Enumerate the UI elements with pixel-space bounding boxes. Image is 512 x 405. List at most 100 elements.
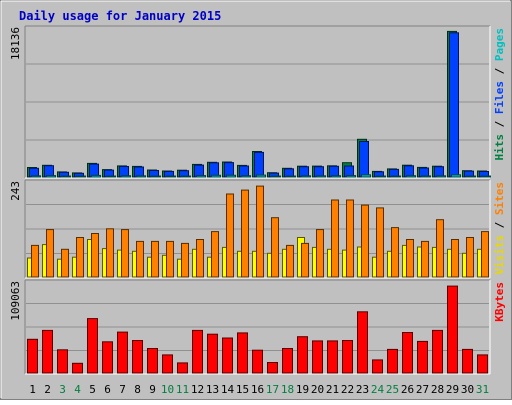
bar-pages-day-6	[106, 175, 116, 178]
bar-sites-day-2	[46, 229, 54, 278]
panel-visits: 243 Visits / Sites	[9, 179, 506, 279]
x-tick-label-day-3: 3	[59, 383, 66, 396]
bar-kbytes-day-4	[72, 362, 83, 374]
bar-sites-day-19	[301, 242, 309, 278]
x-tick-label-day-26: 26	[401, 383, 414, 396]
bar-sites-day-26	[406, 239, 414, 278]
bar-pages-day-9	[151, 175, 161, 178]
axis-label-part: Visits	[493, 235, 506, 275]
bar-sites-day-27	[421, 240, 429, 278]
bar-kbytes-day-10	[162, 354, 173, 374]
y-max-label-hits: 18136	[9, 27, 22, 60]
bar-pages-day-7	[121, 175, 131, 178]
bar-kbytes-day-17	[267, 362, 278, 374]
bar-kbytes-day-16	[252, 349, 263, 374]
bar-kbytes-day-21	[327, 340, 338, 374]
x-tick-label-day-10: 10	[161, 383, 174, 396]
x-tick-label-day-15: 15	[236, 383, 249, 396]
axis-label-part: Sites	[493, 182, 506, 215]
bar-sites-day-1	[31, 244, 39, 278]
axis-label-separator: /	[493, 114, 506, 134]
y-max-label-visits: 243	[9, 181, 22, 201]
bar-pages-day-16	[256, 174, 266, 178]
bar-pages-day-27	[421, 175, 431, 178]
panel-kbytes: 109063 KBytes	[9, 279, 506, 375]
bar-sites-day-24	[376, 207, 384, 278]
bar-pages-day-30	[466, 175, 476, 178]
bar-pages-day-28	[436, 175, 446, 178]
bar-sites-day-22	[346, 199, 354, 278]
x-tick-label-day-13: 13	[206, 383, 219, 396]
bar-files-day-29	[449, 32, 459, 178]
bar-pages-day-11	[181, 175, 191, 178]
bar-sites-day-8	[136, 240, 144, 278]
chart-panels: 18136 Hits / Files / Pages 243 Visits / Sit…	[9, 25, 506, 375]
x-tick-label-day-30: 30	[461, 383, 474, 396]
bar-sites-day-11	[181, 242, 189, 278]
bar-pages-day-1	[31, 175, 41, 178]
x-tick-label-day-9: 9	[149, 383, 156, 396]
bar-kbytes-day-14	[222, 337, 233, 374]
x-tick-label-day-19: 19	[296, 383, 309, 396]
bar-sites-day-12	[196, 239, 204, 278]
bar-pages-day-19	[301, 175, 311, 178]
bar-pages-day-20	[316, 175, 326, 178]
x-tick-label-day-18: 18	[281, 383, 294, 396]
bar-sites-day-15	[241, 189, 249, 278]
bar-sites-day-30	[466, 237, 474, 278]
bar-kbytes-day-18	[282, 348, 293, 374]
bar-kbytes-day-19	[297, 336, 308, 374]
panel-hits: 18136 Hits / Files / Pages	[9, 25, 506, 179]
bar-pages-day-13	[211, 174, 221, 178]
axis-label-separator: /	[493, 215, 506, 235]
x-tick-label-day-22: 22	[341, 383, 354, 396]
bar-sites-day-31	[481, 231, 489, 278]
x-tick-label-day-27: 27	[416, 383, 429, 396]
bar-sites-day-7	[121, 229, 129, 278]
x-tick-label-day-25: 25	[386, 383, 399, 396]
bar-kbytes-day-29	[447, 285, 458, 374]
bar-kbytes-day-15	[237, 332, 248, 374]
y-axis-label-visits: Visits / Sites	[493, 182, 506, 275]
x-tick-label-day-21: 21	[326, 383, 339, 396]
bar-kbytes-day-26	[402, 332, 413, 374]
bar-kbytes-day-20	[312, 340, 323, 374]
x-tick-label-day-11: 11	[176, 383, 189, 396]
bar-pages-day-3	[61, 175, 71, 178]
x-tick-label-day-23: 23	[356, 383, 369, 396]
bar-sites-day-3	[61, 248, 69, 278]
bar-sites-day-21	[331, 199, 339, 278]
bar-pages-day-8	[136, 175, 146, 178]
y-axis-label-kbytes: KBytes	[493, 282, 506, 322]
bar-sites-day-17	[271, 217, 279, 278]
bar-pages-day-17	[271, 175, 281, 178]
bar-pages-day-23	[361, 174, 371, 178]
x-tick-label-day-7: 7	[119, 383, 126, 396]
bar-kbytes-day-24	[372, 359, 383, 374]
bar-kbytes-day-28	[432, 329, 443, 374]
x-tick-label-day-2: 2	[44, 383, 51, 396]
bar-kbytes-day-2	[42, 329, 53, 374]
bar-sites-day-16	[256, 185, 264, 278]
bar-sites-day-5	[91, 233, 99, 278]
bar-kbytes-day-22	[342, 340, 353, 374]
bar-sites-day-28	[436, 219, 444, 278]
axis-label-part: Files	[493, 81, 506, 114]
x-tick-label-day-24: 24	[371, 383, 385, 396]
bar-kbytes-day-1	[27, 338, 38, 374]
bar-pages-day-22	[346, 175, 356, 178]
x-tick-label-day-1: 1	[29, 383, 36, 396]
bar-kbytes-day-25	[387, 348, 398, 374]
x-tick-label-day-16: 16	[251, 383, 264, 396]
bar-pages-day-18	[286, 175, 296, 178]
bar-kbytes-day-6	[102, 341, 113, 374]
bar-pages-day-14	[226, 174, 236, 178]
bar-sites-day-6	[106, 228, 114, 278]
bar-kbytes-day-27	[417, 340, 428, 374]
axis-label-part: Pages	[493, 28, 506, 61]
bar-kbytes-day-5	[87, 318, 98, 374]
y-max-label-kbytes: 109063	[9, 281, 22, 321]
axis-label-part: KBytes	[493, 282, 506, 322]
